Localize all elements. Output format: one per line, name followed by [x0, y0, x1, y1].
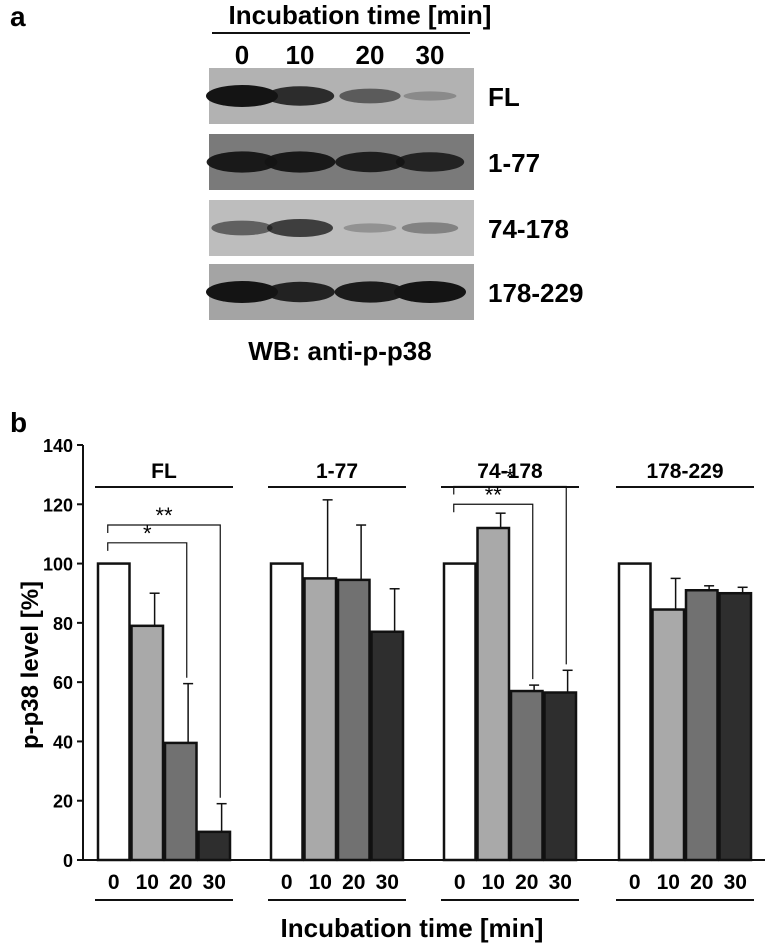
x-tick-label: 10	[482, 871, 505, 894]
y-tick-label: 60	[53, 673, 73, 693]
bar	[303, 577, 338, 862]
blot-band	[264, 151, 336, 173]
group-label: 1-77	[316, 460, 358, 483]
blot-band	[265, 281, 335, 303]
x-tick-label: 10	[136, 871, 159, 894]
significance-bracket	[107, 524, 221, 798]
group-label: 178-229	[646, 460, 723, 483]
panel-a-caption: WB: anti-p-p38	[248, 336, 431, 366]
panel-a-time-label: 30	[416, 40, 445, 70]
bar	[718, 591, 753, 862]
panel-a-header: Incubation time [min]	[229, 0, 492, 30]
blot-band	[206, 85, 278, 107]
group-label: FL	[151, 460, 177, 483]
blot-178-229: 178-229	[206, 264, 583, 320]
bar	[96, 562, 131, 862]
y-tick-label: 40	[53, 732, 73, 752]
significance-label: **	[155, 503, 173, 528]
x-tick-label: 20	[515, 871, 538, 894]
blot-FL: FL	[206, 68, 520, 124]
x-tick-label: 0	[108, 871, 120, 894]
x-tick-label: 0	[629, 871, 641, 894]
blot-band	[339, 88, 401, 104]
y-tick-label: 100	[43, 555, 73, 575]
blot-band	[206, 151, 278, 173]
x-tick-label: 30	[724, 871, 747, 894]
blot-label: FL	[488, 82, 520, 112]
blot-band	[335, 151, 405, 173]
group-label: 74-178	[477, 460, 543, 483]
y-tick-label: 0	[63, 851, 73, 871]
blot-band	[394, 281, 466, 303]
bar	[684, 589, 719, 862]
bar	[617, 562, 652, 862]
x-axis-label: Incubation time [min]	[281, 913, 544, 943]
panel-a-time-label: 0	[235, 40, 249, 70]
bar	[509, 689, 544, 862]
x-tick-label: 0	[454, 871, 466, 894]
group-178-229: 178-229 0 10 20 30	[616, 460, 754, 901]
group-74-178: 74-178 0 10 20 30 ***	[441, 460, 579, 901]
y-tick-label: 20	[53, 792, 73, 812]
significance-bracket	[453, 503, 534, 680]
y-tick-label: 140	[43, 436, 73, 456]
bar	[651, 608, 686, 862]
blot-band	[403, 91, 457, 101]
panel-a-time-label: 20	[356, 40, 385, 70]
x-tick-label: 20	[690, 871, 713, 894]
panel-b-label: b	[10, 407, 27, 438]
blot-band	[211, 220, 273, 236]
panel-a-time-label: 10	[286, 40, 315, 70]
y-tick-label: 80	[53, 614, 73, 634]
bar	[370, 630, 405, 862]
significance-bracket	[453, 485, 567, 665]
group-1-77: 1-77 0 10 20 30	[268, 460, 406, 901]
x-tick-label: 10	[309, 871, 332, 894]
panel-a-label: a	[10, 1, 26, 32]
x-tick-label: 30	[376, 871, 399, 894]
group-FL: FL 0 10 20 30 ***	[95, 460, 233, 901]
bar	[442, 562, 477, 862]
x-tick-label: 30	[549, 871, 572, 894]
significance-bracket	[107, 542, 188, 678]
blot-label: 74-178	[488, 214, 569, 244]
significance-label: *	[506, 465, 515, 490]
blot-label: 1-77	[488, 148, 540, 178]
bar	[197, 830, 232, 862]
blot-1-77: 1-77	[206, 134, 540, 190]
significance-label: *	[143, 521, 152, 546]
blot-band	[401, 222, 459, 234]
bar	[269, 562, 304, 862]
bar	[336, 578, 371, 862]
y-tick-label: 120	[43, 495, 73, 515]
y-axis-label: p-p38 level [%]	[17, 581, 44, 749]
panel-a-time-labels: 0 10 20 30	[235, 40, 445, 70]
blot-band	[395, 152, 465, 172]
x-tick-label: 20	[169, 871, 192, 894]
bar	[163, 741, 198, 862]
blot-band	[334, 281, 406, 303]
western-blots: FL 1-77 74-178 178-229	[206, 68, 583, 320]
blot-74-178: 74-178	[209, 200, 569, 256]
significance-label: **	[485, 482, 503, 507]
x-tick-label: 30	[203, 871, 226, 894]
blot-band	[267, 219, 333, 237]
x-tick-label: 10	[657, 871, 680, 894]
bar	[130, 624, 165, 862]
blot-band	[206, 281, 278, 303]
blot-band	[343, 223, 397, 233]
bar	[476, 526, 511, 862]
bar	[543, 691, 578, 862]
blot-band	[265, 86, 335, 106]
x-tick-label: 20	[342, 871, 365, 894]
blot-label: 178-229	[488, 278, 583, 308]
x-tick-label: 0	[281, 871, 293, 894]
